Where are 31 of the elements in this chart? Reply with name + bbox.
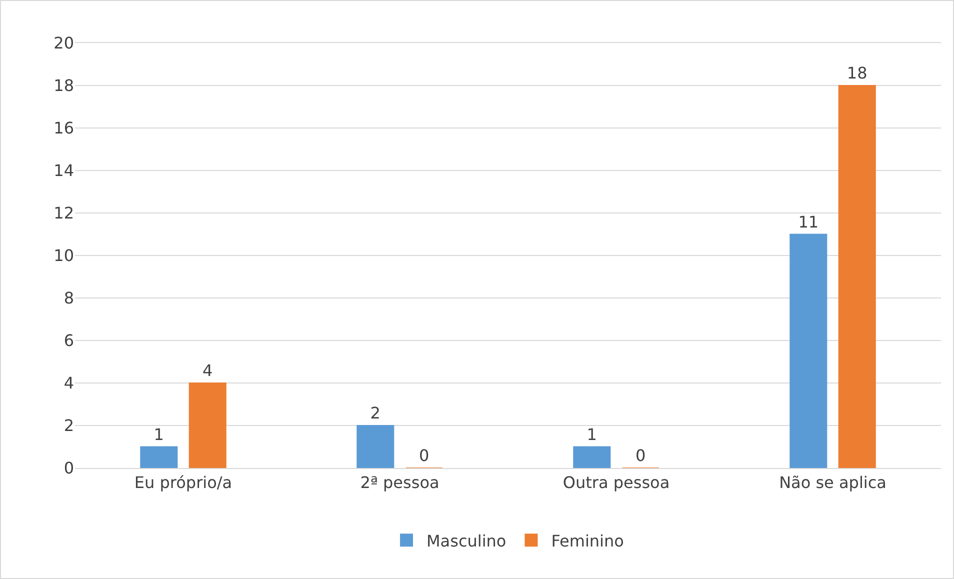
y-tick-label: 0 [64, 458, 74, 478]
y-tick-label: 16 [54, 118, 74, 138]
data-label: 18 [846, 64, 868, 82]
y-tick-label: 6 [64, 331, 74, 350]
bar [140, 446, 178, 468]
data-label: 11 [798, 212, 819, 232]
data-label: 2 [370, 404, 380, 422]
bar [838, 85, 876, 468]
y-tick-label: 2 [64, 416, 74, 436]
bar [188, 382, 226, 468]
legend-label: Feminino [551, 531, 624, 550]
data-label: 0 [419, 446, 430, 465]
y-tick-label: 12 [54, 204, 74, 223]
x-tick-label: Outra pessoa [562, 473, 670, 492]
data-label: 1 [586, 424, 597, 444]
legend-label: Masculino [426, 531, 506, 550]
x-tick-label: Eu próprio/a [134, 473, 232, 492]
bar [790, 234, 828, 468]
data-label: 1 [154, 424, 164, 444]
data-label: 0 [636, 446, 646, 465]
y-tick-label: 14 [54, 161, 74, 180]
data-label: 4 [202, 361, 213, 380]
y-tick-label: 20 [54, 34, 74, 53]
bar [356, 425, 394, 468]
y-tick-label: 18 [54, 76, 74, 96]
y-tick-label: 4 [64, 374, 74, 393]
bar [573, 446, 611, 468]
x-tick-label: 2ª pessoa [360, 473, 440, 492]
y-tick-label: 10 [54, 246, 74, 266]
x-tick-label: Não se aplica [779, 473, 886, 492]
y-tick-label: 8 [64, 288, 74, 308]
